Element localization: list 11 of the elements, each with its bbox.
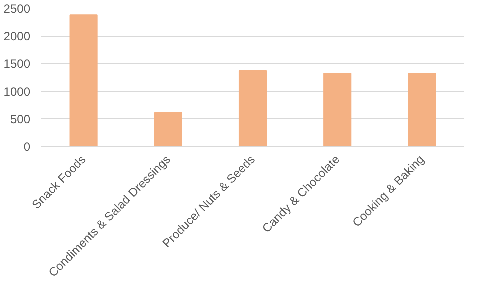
bar	[324, 73, 352, 146]
bar	[70, 14, 98, 146]
y-tick-label: 1000	[4, 84, 31, 99]
bar	[238, 70, 268, 146]
bar	[408, 73, 436, 146]
y-tick-label: 1500	[4, 57, 31, 72]
y-tick-label: 500	[10, 112, 31, 126]
bar	[154, 112, 182, 146]
y-tick-label: 2000	[4, 30, 31, 44]
y-tick-label: 2500	[4, 2, 31, 16]
y-tick-label: 0	[24, 140, 31, 154]
